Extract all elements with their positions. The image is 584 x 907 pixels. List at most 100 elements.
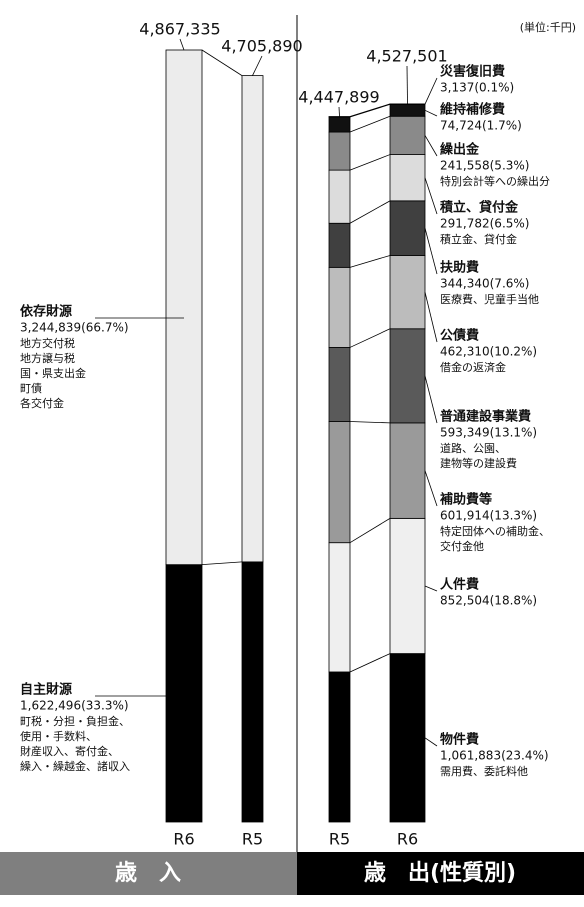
value-label: 74,724(1.7%)	[440, 119, 522, 133]
footer-right	[297, 852, 584, 895]
value-label: 3,244,839(66.7%)	[20, 321, 129, 335]
value-label: 462,310(10.2%)	[440, 345, 537, 359]
connector	[349, 421, 391, 424]
connector	[201, 49, 243, 76]
description: 繰入・繰越金、諸収入	[20, 759, 130, 773]
description: 借金の返済金	[440, 360, 506, 374]
connector	[201, 561, 243, 566]
leader-line	[424, 585, 438, 592]
description: 町税・分担・負担金、	[20, 714, 130, 728]
x-tick-label: R5	[242, 830, 263, 849]
x-tick-label: R6	[173, 830, 194, 849]
legend-label: 補助費等	[439, 492, 492, 508]
bar-segment	[328, 347, 351, 422]
connector	[349, 255, 391, 268]
description: 地方譲与税	[20, 351, 75, 365]
leader-line	[424, 109, 438, 117]
chart-title: 歳 出(性質別)	[364, 861, 516, 886]
total-leader	[179, 38, 185, 51]
description: 使用・手数料、	[20, 729, 97, 743]
total-leader	[338, 106, 340, 117]
bar-segment	[328, 116, 351, 133]
description: 建物等の建設費	[440, 456, 517, 470]
bar-segment	[328, 222, 351, 268]
value-label: 291,782(6.5%)	[440, 217, 529, 231]
legend-label: 物件費	[440, 732, 479, 748]
bar-segment	[389, 255, 426, 330]
value-label: 601,914(13.3%)	[440, 509, 537, 523]
bar-segment	[389, 517, 426, 654]
bar-segment	[389, 115, 426, 155]
legend-label: 人件費	[440, 577, 479, 593]
description: 町債	[20, 381, 42, 395]
legend-label: 自主財源	[20, 682, 72, 698]
total-label: 4,867,335	[139, 20, 220, 39]
value-label: 3,137(0.1%)	[440, 81, 514, 95]
total-leader	[252, 55, 263, 76]
bar-segment	[241, 75, 264, 563]
connector	[349, 103, 391, 117]
bar-segment	[328, 131, 351, 171]
value-label: 593,349(13.1%)	[440, 426, 537, 440]
connector	[349, 653, 391, 673]
description: 特別会計等への繰出分	[440, 174, 550, 188]
description: 国・県支出金	[20, 366, 86, 380]
description: 道路、公園、	[440, 441, 506, 455]
connector	[349, 115, 391, 133]
chart-title: 歳 入	[115, 861, 181, 886]
bar-segment	[328, 266, 351, 348]
description: 積立金、貸付金	[440, 232, 517, 246]
legend-label: 維持補修費	[440, 102, 505, 118]
leader-line	[424, 292, 438, 343]
description: 交付金他	[440, 539, 484, 553]
value-label: 344,340(7.6%)	[440, 277, 529, 291]
total-label: 4,527,501	[366, 47, 447, 66]
value-label: 1,061,883(23.4%)	[440, 749, 549, 763]
total-label: 4,705,890	[221, 37, 302, 56]
connector	[349, 104, 391, 118]
footer-left	[0, 852, 297, 895]
legend-label: 積立、貸付金	[439, 200, 519, 216]
value-label: 852,504(18.8%)	[440, 594, 537, 608]
leader-line	[424, 228, 438, 275]
description: 各交付金	[20, 396, 64, 410]
leader-line	[424, 77, 438, 105]
connector	[349, 518, 391, 544]
description: 財産収入、寄付金、	[20, 744, 119, 758]
description: 地方交付税	[20, 336, 75, 350]
bar-segment	[328, 421, 351, 544]
legend-label: 依存財源	[20, 304, 72, 320]
bar-segment	[389, 653, 426, 823]
bar-segment	[241, 561, 264, 823]
x-tick-label: R6	[397, 830, 418, 849]
bar-segment	[328, 542, 351, 673]
legend-label: 災害復旧費	[440, 64, 505, 80]
total-leader	[406, 65, 408, 104]
description: 医療費、児童手当他	[440, 292, 539, 306]
connector	[349, 200, 391, 224]
bar-segment	[389, 328, 426, 424]
total-label: 4,447,899	[298, 88, 379, 107]
leader-line	[424, 470, 438, 507]
leader-line	[424, 375, 438, 424]
bar-segment	[389, 200, 426, 256]
connector	[349, 328, 391, 348]
leader-line	[424, 177, 438, 215]
unit-label: (単位:千円)	[520, 20, 576, 34]
bar-segment	[328, 169, 351, 224]
bar-segment	[389, 103, 426, 117]
leader-line	[424, 135, 438, 157]
bar-segment	[328, 671, 351, 823]
legend-label: 扶助費	[440, 260, 479, 276]
connector	[349, 154, 391, 171]
bar-segment	[165, 49, 203, 566]
value-label: 1,622,496(33.3%)	[20, 699, 129, 713]
legend-label: 公債費	[440, 328, 479, 344]
bar-segment	[165, 564, 203, 823]
legend-label: 普通建設事業費	[440, 409, 531, 425]
legend-label: 繰出金	[440, 142, 480, 158]
bar-segment	[389, 422, 426, 519]
value-label: 241,558(5.3%)	[440, 159, 529, 173]
